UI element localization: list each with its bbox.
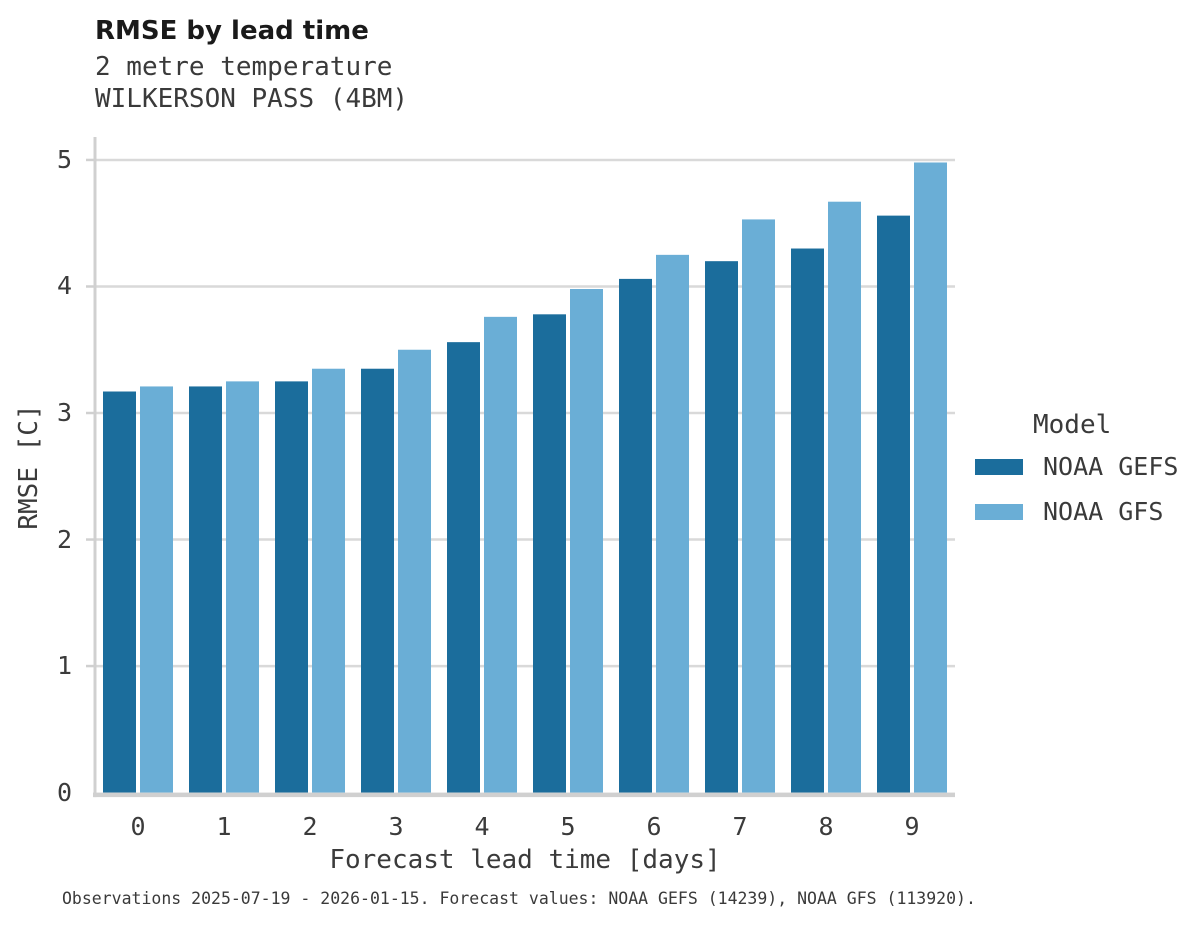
y-tick-label-5: 5	[56, 144, 72, 174]
bar-noaa-gfs-day1	[226, 381, 259, 793]
x-axis-baseline	[93, 792, 955, 798]
x-tick-label-4: 4	[474, 812, 490, 841]
x-tick-label-0: 0	[130, 812, 146, 841]
bar-noaa-gefs-day9	[877, 215, 910, 793]
legend-item-gfs: NOAA GFS	[975, 497, 1178, 526]
y-tick-label-1: 1	[56, 651, 72, 681]
x-tick-label-7: 7	[732, 812, 748, 841]
bar-noaa-gefs-day3	[361, 368, 394, 793]
bar-noaa-gfs-day7	[742, 219, 775, 793]
bar-noaa-gefs-day0	[103, 391, 136, 793]
bar-noaa-gfs-day6	[656, 254, 689, 793]
bar-noaa-gfs-day3	[398, 349, 431, 793]
x-tick-label-5: 5	[560, 812, 576, 841]
bar-noaa-gefs-day8	[791, 248, 824, 793]
legend-title: Model	[1033, 410, 1112, 440]
bar-noaa-gfs-day8	[828, 201, 861, 793]
x-tick-label-2: 2	[302, 812, 318, 841]
chart-subtitle-station: WILKERSON PASS (4BM)	[95, 84, 409, 114]
legend-swatch-gefs	[975, 458, 1023, 475]
bar-noaa-gfs-day2	[312, 368, 345, 793]
bar-noaa-gefs-day2	[275, 381, 308, 793]
legend: Model NOAA GEFS NOAA GFS	[975, 410, 1178, 542]
bar-noaa-gefs-day7	[705, 261, 738, 793]
legend-label-gefs: NOAA GEFS	[1043, 452, 1179, 481]
legend-item-gefs: NOAA GEFS	[975, 452, 1178, 481]
bar-noaa-gefs-day4	[447, 342, 480, 793]
bar-noaa-gfs-day5	[570, 289, 603, 793]
bar-noaa-gfs-day0	[140, 386, 173, 793]
legend-label-gfs: NOAA GFS	[1043, 497, 1164, 526]
y-tick-label-2: 2	[56, 524, 72, 554]
y-tick-label-3: 3	[56, 398, 72, 427]
x-tick-label-3: 3	[388, 812, 404, 841]
x-tick-label-6: 6	[646, 812, 662, 841]
footnote: Observations 2025-07-19 - 2026-01-15. Fo…	[62, 889, 976, 908]
y-tick-label-0: 0	[56, 777, 72, 807]
y-axis-title: RMSE [C]	[14, 404, 44, 530]
bar-noaa-gfs-day9	[914, 162, 947, 793]
bar-noaa-gfs-day4	[484, 316, 517, 793]
bar-noaa-gefs-day6	[619, 278, 652, 793]
bar-noaa-gefs-day5	[533, 314, 566, 793]
x-tick-label-8: 8	[818, 812, 834, 841]
y-axis-spine	[93, 137, 97, 798]
legend-swatch-gfs	[975, 503, 1023, 520]
bar-noaa-gefs-day1	[189, 386, 222, 793]
x-axis-title: Forecast lead time [days]	[329, 845, 721, 875]
chart-title: RMSE by lead time	[95, 16, 369, 46]
x-tick-label-9: 9	[904, 812, 920, 841]
y-tick-label-4: 4	[56, 271, 72, 301]
x-tick-label-1: 1	[216, 812, 232, 841]
chart-subtitle-variable: 2 metre temperature	[95, 52, 393, 82]
